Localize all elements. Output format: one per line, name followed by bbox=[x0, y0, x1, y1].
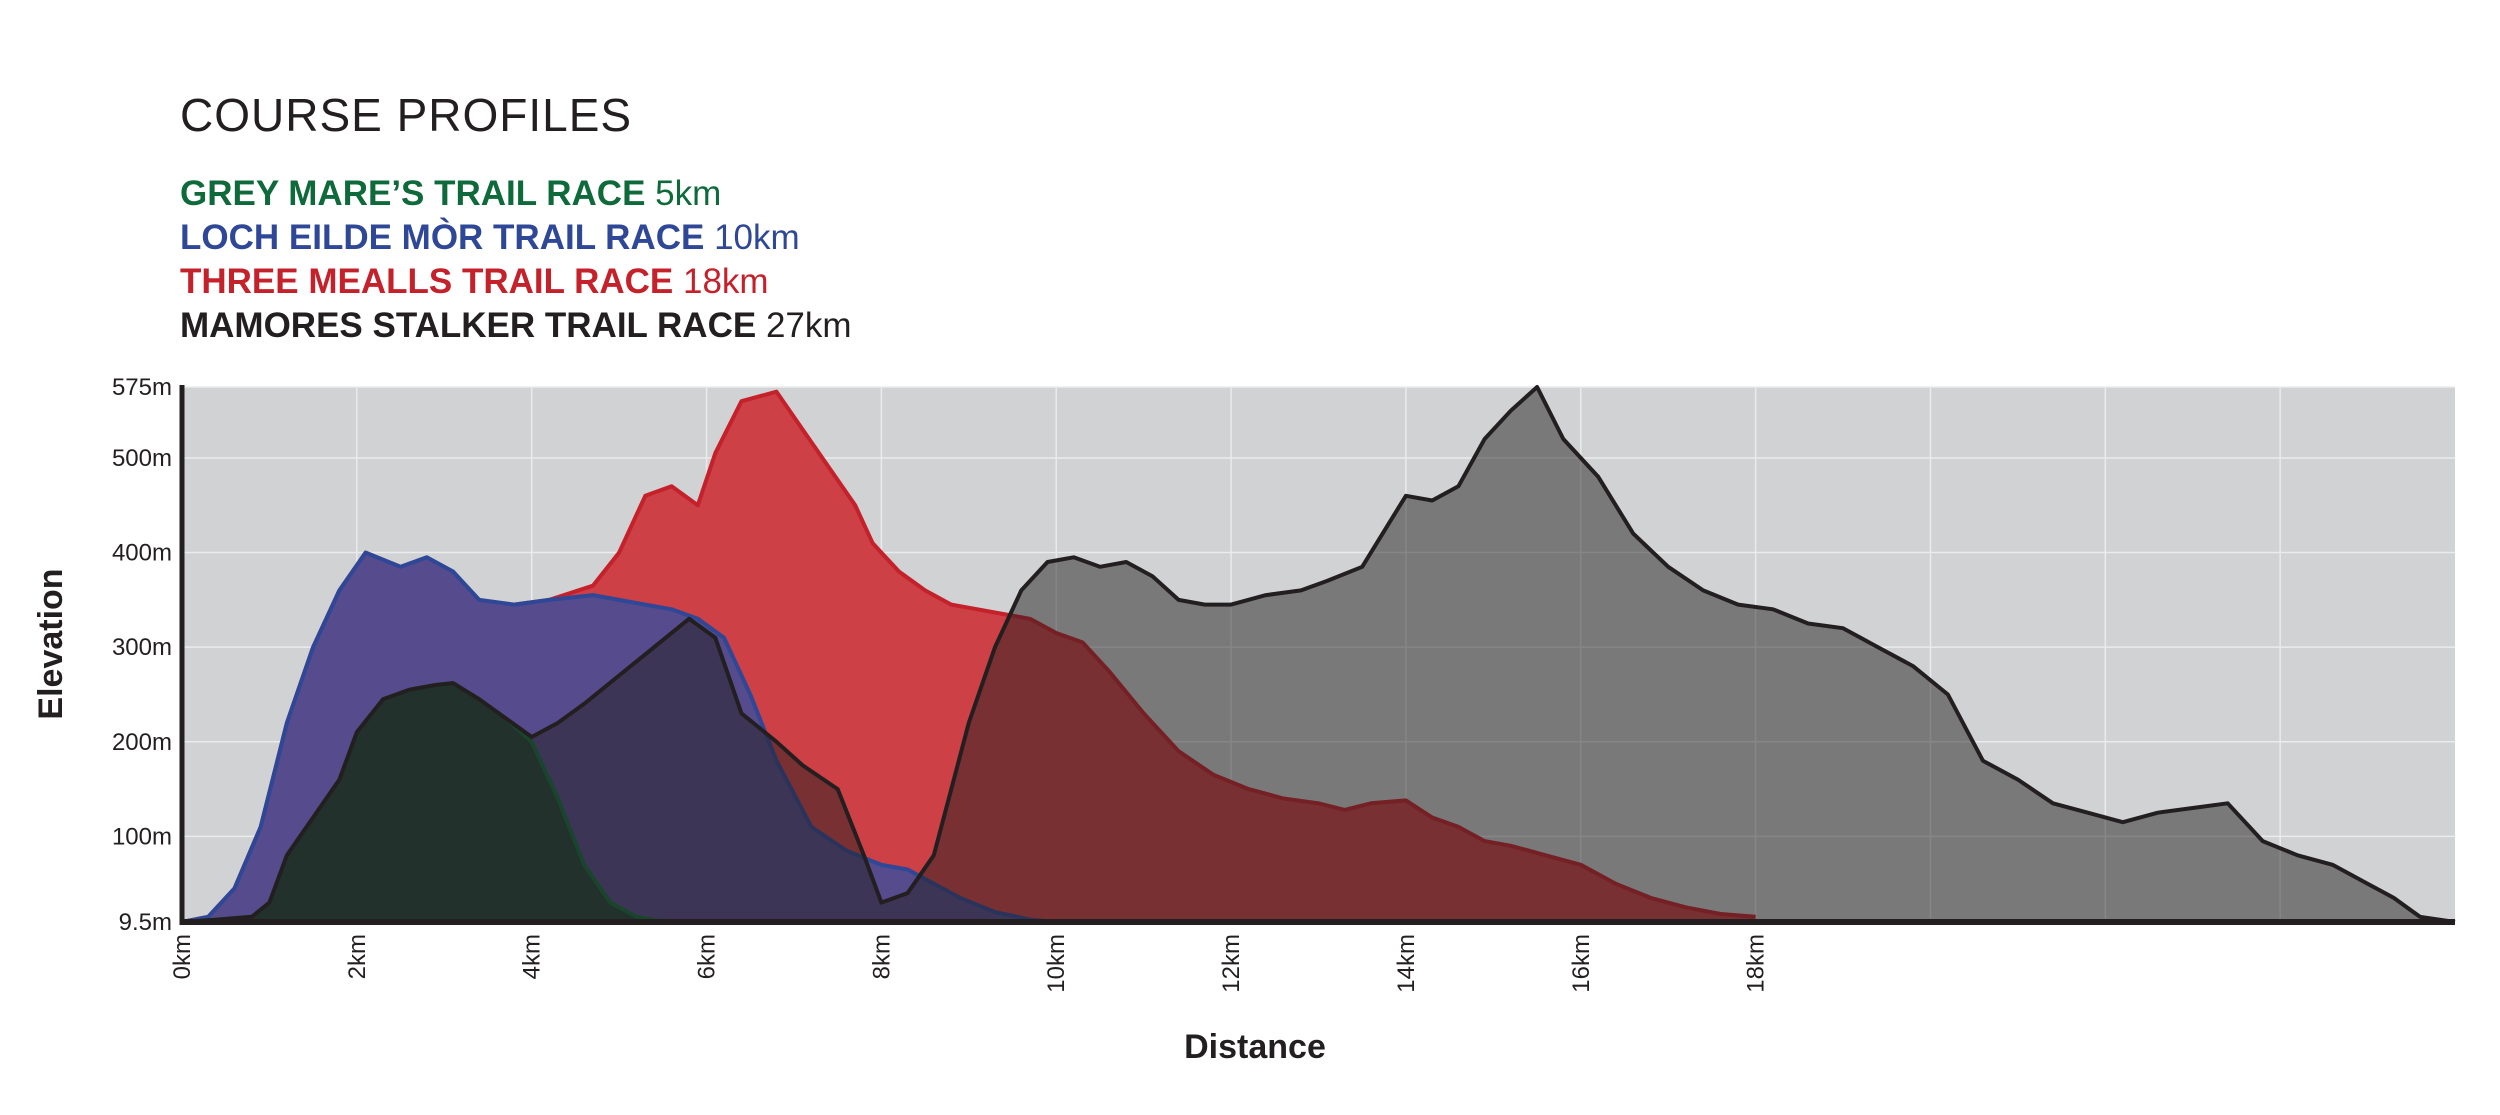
legend-item-grey-mares: GREY MARE’S TRAIL RACE 5km bbox=[180, 172, 852, 216]
y-tick-label: 500m bbox=[112, 445, 172, 472]
x-tick-label: 4km bbox=[519, 934, 546, 979]
series-line bbox=[181, 550, 1057, 924]
legend: GREY MARE’S TRAIL RACE 5km LOCH EILDE MÒ… bbox=[180, 172, 852, 348]
series-area-fill bbox=[182, 387, 2455, 922]
x-tick-label: 18km bbox=[1743, 934, 1770, 993]
legend-race-name: LOCH EILDE MÒR TRAIL RACE bbox=[180, 218, 705, 257]
series-areas bbox=[181, 385, 2456, 924]
legend-race-name: MAMORES STALKER TRAIL RACE bbox=[180, 306, 757, 345]
y-tick-label: 300m bbox=[112, 634, 172, 661]
legend-item-mamores-stalker: MAMORES STALKER TRAIL RACE 27km bbox=[180, 304, 852, 348]
y-tick-label: 200m bbox=[112, 729, 172, 756]
legend-item-three-mealls: THREE MEALLS TRAIL RACE 18km bbox=[180, 260, 852, 304]
series-line bbox=[181, 385, 2456, 924]
legend-race-name: GREY MARE’S TRAIL RACE bbox=[180, 174, 646, 213]
axes bbox=[179, 385, 2455, 925]
legend-race-distance: 18km bbox=[682, 262, 769, 301]
y-tick-label: 9.5m bbox=[119, 909, 172, 936]
y-tick-label: 100m bbox=[112, 823, 172, 850]
chart-title: COURSE PROFILES bbox=[180, 89, 633, 141]
legend-race-distance: 27km bbox=[765, 306, 852, 345]
x-tick-label: 16km bbox=[1568, 934, 1595, 993]
tick-labels: 9.5m 100m 200m 300m 400m 500m 575m 0km 2km 4km 6km… bbox=[112, 374, 1770, 993]
x-axis-label: Distance bbox=[1184, 1028, 1326, 1066]
x-tick-label: 8km bbox=[868, 934, 895, 979]
x-tick-label: 2km bbox=[344, 934, 371, 979]
legend-item-loch-eilde-mor: LOCH EILDE MÒR TRAIL RACE 10km bbox=[180, 216, 852, 260]
y-axis-label: Elevation bbox=[32, 568, 70, 719]
y-tick-label: 575m bbox=[112, 374, 172, 401]
x-tick-label: 6km bbox=[694, 934, 721, 979]
x-tick-label: 12km bbox=[1218, 934, 1245, 993]
y-tick-label: 400m bbox=[112, 540, 172, 567]
legend-race-distance: 5km bbox=[655, 174, 722, 213]
x-tick-label: 10km bbox=[1043, 934, 1070, 993]
legend-race-name: THREE MEALLS TRAIL RACE bbox=[180, 262, 674, 301]
x-tick-label: 0km bbox=[169, 934, 196, 979]
x-tick-label: 14km bbox=[1393, 934, 1420, 993]
legend-race-distance: 10km bbox=[714, 218, 800, 257]
